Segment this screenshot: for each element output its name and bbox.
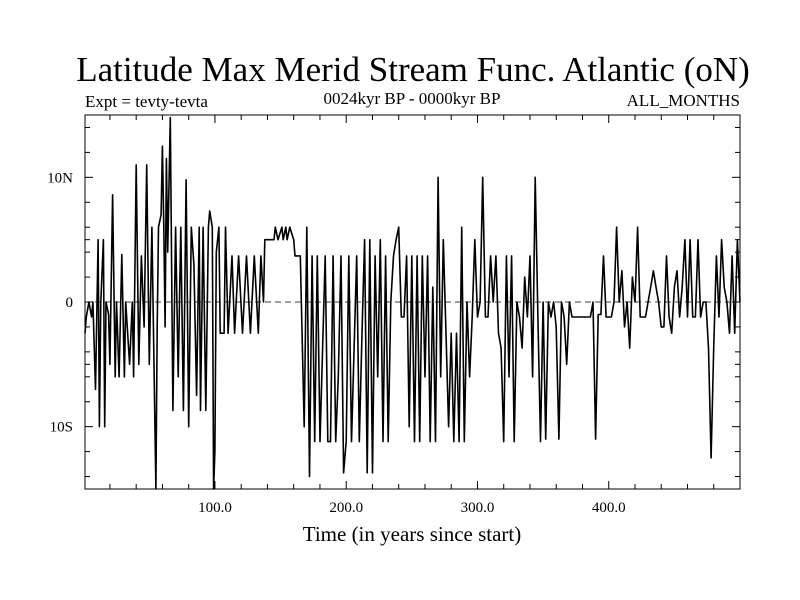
x-axis-label: Time (in years since start)	[303, 522, 522, 546]
y-tick-label: 0	[66, 295, 74, 311]
tick-marks	[85, 115, 740, 489]
x-tick-label: 300.0	[461, 500, 495, 516]
y-tick-label: 10N	[47, 170, 73, 186]
chart-subtitle-left: Expt = tevty-tevta	[85, 92, 208, 111]
tick-labels: 100.0 200.0 300.0 400.0 10N 0 10S	[47, 170, 625, 516]
chart-subtitle-center: 0024kyr BP - 0000kyr BP	[324, 89, 501, 108]
y-tick-label: 10S	[50, 420, 73, 436]
series-line	[84, 116, 741, 490]
x-tick-label: 200.0	[329, 500, 363, 516]
chart-subtitle-right: ALL_MONTHS	[627, 91, 740, 110]
x-tick-label: 400.0	[592, 500, 626, 516]
x-tick-label: 100.0	[198, 500, 232, 516]
chart-title: Latitude Max Merid Stream Func. Atlantic…	[76, 50, 750, 89]
